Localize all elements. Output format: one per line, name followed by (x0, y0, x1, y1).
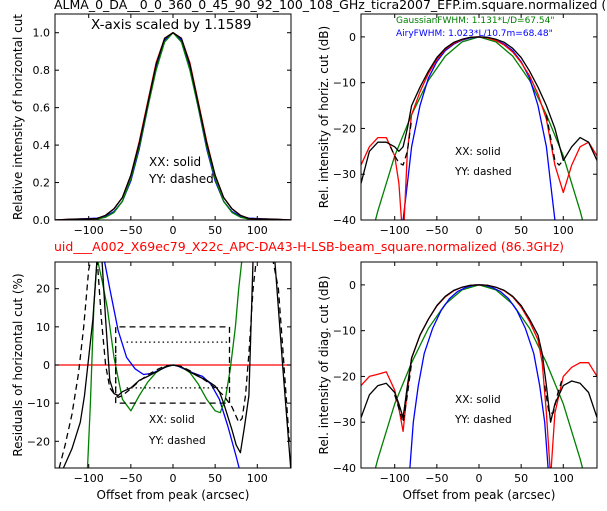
x-tick-label-br-4: 100 (553, 472, 574, 485)
legend-text-tr-1: YY: dashed (454, 166, 512, 178)
y-tick-label-br-1: −30 (333, 416, 356, 429)
y-tick-label-tl-5: 1.0 (33, 27, 51, 40)
plot-area-bl (55, 262, 291, 468)
x-tick-label-bl-4: 100 (247, 472, 268, 485)
y-tick-label-tl-4: 0.8 (33, 64, 51, 77)
series-line-br-1 (409, 284, 549, 468)
y-axis-label-tl: Relative intensity of horizontal cut (11, 14, 25, 220)
plot-area-tl (55, 32, 291, 220)
y-tick-label-br-4: 0 (349, 279, 356, 292)
series-line-tl-1 (55, 32, 291, 220)
series-line-tr-1 (402, 36, 556, 220)
series-line-bl-5 (115, 326, 231, 404)
y-tick-label-tl-3: 0.6 (33, 102, 51, 115)
x-tick-label-br-2: 0 (476, 472, 483, 485)
series-line-bl-4 (58, 262, 290, 468)
fit-label-tr-0: GaussianFWHM: 1.131*L/D=67.54" (396, 16, 554, 26)
y-tick-label-tr-1: −30 (333, 168, 356, 181)
series-line-tl-2 (55, 32, 291, 220)
y-tick-label-br-0: −40 (333, 462, 356, 475)
x-axis-label-br: Offset from peak (arcsec) (403, 488, 556, 502)
series-line-tr-4 (389, 119, 413, 166)
x-axis-label-bl: Offset from peak (arcsec) (97, 488, 250, 502)
y-tick-label-br-2: −20 (333, 370, 356, 383)
legend-text-br-1: YY: dashed (454, 414, 512, 426)
x-tick-label-br-0: −100 (380, 472, 410, 485)
series-line-tr-2 (361, 36, 597, 220)
fit-label-tr-1: AiryFWHM: 1.023*L/10.7m=68.48" (396, 29, 553, 39)
legend-text-tr-0: XX: solid (455, 146, 501, 158)
figure-middle-title: uid___A002_X69ec79_X22c_APC-DA43-H-LSB-b… (54, 239, 565, 254)
x-tick-label-tl-4: 100 (247, 224, 268, 237)
legend-text-bl-1: YY: dashed (148, 435, 206, 447)
x-tick-label-tl-3: 50 (208, 224, 222, 237)
legend-text-tl-0: XX: solid (149, 155, 201, 169)
y-tick-label-bl-2: 0 (43, 359, 50, 372)
x-tick-label-tr-4: 100 (553, 224, 574, 237)
x-tick-label-br-3: 50 (514, 472, 528, 485)
x-tick-label-br-1: −50 (425, 472, 448, 485)
y-tick-label-tr-4: 0 (349, 31, 356, 44)
x-tick-label-bl-0: −100 (74, 472, 104, 485)
x-tick-label-tr-1: −50 (425, 224, 448, 237)
y-axis-label-br: Rel. intensity of diag. cut (dB) (317, 276, 331, 455)
x-tick-label-bl-2: 0 (170, 472, 177, 485)
figure-top-title: ALMA_0_DA__0_0_360_0_45_90_92_100_108_GH… (54, 0, 607, 12)
y-tick-label-bl-1: −10 (27, 397, 50, 410)
y-axis-label-bl: Residuals of horizontal cut (%) (11, 273, 25, 456)
y-tick-label-tl-0: 0.0 (33, 214, 51, 227)
y-tick-label-tr-3: −10 (333, 77, 356, 90)
x-tick-label-bl-3: 50 (208, 472, 222, 485)
axes-frame-tl (54, 13, 292, 221)
y-tick-label-bl-4: 20 (36, 283, 50, 296)
y-tick-label-bl-0: −20 (27, 435, 50, 448)
legend-text-bl-0: XX: solid (149, 414, 195, 426)
series-line-tr-5 (545, 114, 564, 166)
y-tick-label-br-3: −10 (333, 325, 356, 338)
x-tick-label-bl-1: −50 (119, 472, 142, 485)
x-tick-label-tr-3: 50 (514, 224, 528, 237)
series-line-br-5 (544, 380, 563, 414)
series-line-tl-3 (55, 32, 291, 220)
y-tick-label-tl-1: 0.2 (33, 177, 51, 190)
x-tick-label-tl-0: −100 (74, 224, 104, 237)
y-tick-label-bl-3: 10 (36, 321, 50, 334)
x-tick-label-tl-2: 0 (170, 224, 177, 237)
plot-area-tr (361, 36, 597, 220)
y-tick-label-tl-2: 0.4 (33, 139, 51, 152)
series-line-tr-3 (361, 36, 597, 184)
x-tick-label-tr-0: −100 (380, 224, 410, 237)
axes-frame-br (360, 261, 598, 469)
x-tick-label-tl-1: −50 (119, 224, 142, 237)
y-tick-label-tr-2: −20 (333, 122, 356, 135)
plot-area-br (361, 284, 597, 468)
y-axis-label-tr: Rel. intensity of horiz. cut (dB) (317, 26, 331, 208)
series-line-tl-0 (55, 32, 291, 220)
legend-text-tl-1: YY: dashed (148, 172, 214, 186)
legend-text-br-0: XX: solid (455, 394, 501, 406)
y-tick-label-tr-0: −40 (333, 214, 356, 227)
x-tick-label-tr-2: 0 (476, 224, 483, 237)
annotation-tl: X-axis scaled by 1.1589 (91, 17, 252, 33)
